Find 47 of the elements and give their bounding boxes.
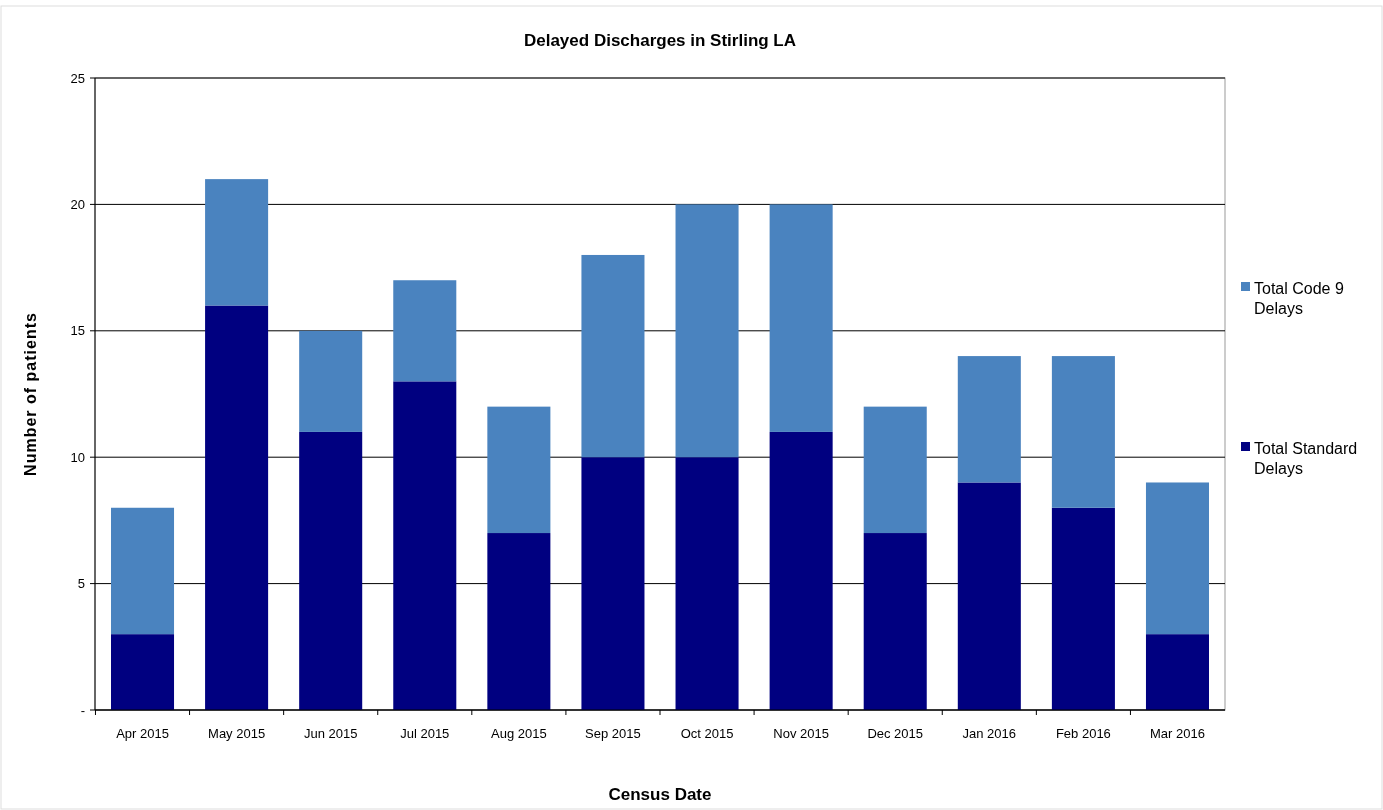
bar [675,204,739,458]
y-tick-label: 20 [70,196,85,212]
bar [1145,482,1210,635]
y-axis-title: Number of patients [22,312,39,476]
y-tick-label: 25 [70,70,85,86]
x-tick-label: Dec 2015 [867,726,924,741]
y-tick-label: 10 [70,449,85,465]
x-tick-label: Jul 2015 [400,726,450,741]
bar [581,457,645,710]
bar [1145,634,1210,710]
bar [863,406,927,534]
bar [769,204,833,432]
bar [957,482,1021,710]
x-tick-label: Nov 2015 [773,726,829,741]
x-tick-label: Jun 2015 [303,726,358,741]
x-tick-label: Mar 2016 [1150,726,1205,741]
chart-title: Delayed Discharges in Stirling LA [523,31,797,50]
y-tick-label: 5 [77,576,85,592]
x-tick-label: Sep 2015 [585,726,641,741]
x-axis-title: Census Date [608,785,712,804]
legend-label: Total Standard Delays [1254,439,1358,478]
bar [111,507,175,635]
bar [487,406,551,534]
bar [299,431,363,710]
bar [393,381,457,710]
bar [675,457,739,710]
x-tick-label: Jan 2016 [962,726,1017,741]
y-tick-label: 15 [70,323,85,339]
bar [487,533,551,710]
bar [769,431,833,710]
bar [1051,356,1115,508]
y-tick-label: - [80,702,85,718]
x-tick-label: Oct 2015 [680,726,734,741]
bar [205,305,269,710]
x-tick-label: May 2015 [208,726,266,741]
x-tick-label: Feb 2016 [1055,726,1111,741]
bar [581,254,645,458]
x-tick-label: Aug 2015 [491,726,547,741]
bar [393,280,457,382]
bar [205,179,269,306]
bar [957,356,1021,483]
bar [1051,507,1115,710]
bar [863,533,927,710]
bar [299,330,363,432]
legend-label: Total Code 9 Delays [1254,279,1344,318]
bar [111,634,175,710]
x-tick-label: Apr 2015 [116,726,169,741]
